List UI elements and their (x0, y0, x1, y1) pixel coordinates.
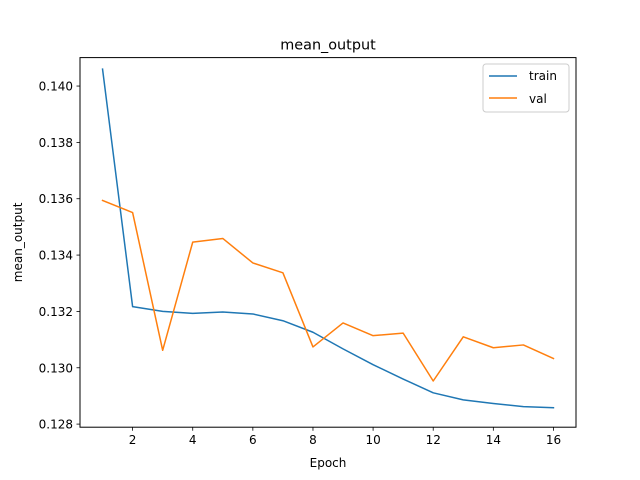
x-axis-label: Epoch (310, 456, 347, 470)
y-tick-label: 0.136 (39, 192, 73, 206)
legend-label-train: train (529, 69, 557, 83)
plot-frame (79, 57, 577, 428)
y-axis-label: mean_output (11, 202, 25, 282)
series-line-train (101, 68, 555, 409)
x-tick-label: 2 (129, 433, 137, 447)
legend-label-val: val (529, 92, 547, 106)
x-tick-label: 12 (426, 433, 441, 447)
legend: train val (482, 63, 570, 113)
x-tick-label: 10 (365, 433, 380, 447)
y-axis-ticks: 0.128 0.130 0.132 0.134 0.136 0.138 0.140 (39, 80, 80, 432)
series-line-val (101, 199, 555, 382)
x-tick-label: 8 (309, 433, 317, 447)
y-tick-label: 0.134 (39, 249, 73, 263)
x-tick-label: 4 (189, 433, 197, 447)
y-tick-label: 0.128 (39, 418, 73, 432)
y-tick-label: 0.138 (39, 136, 73, 150)
x-tick-label: 16 (546, 433, 561, 447)
y-tick-label: 0.132 (39, 305, 73, 319)
y-tick-label: 0.130 (39, 361, 73, 375)
series-lines (101, 68, 555, 409)
x-axis-ticks: 2 4 6 8 10 12 14 16 (129, 427, 561, 447)
x-tick-label: 14 (486, 433, 501, 447)
y-tick-label: 0.140 (39, 80, 73, 94)
x-tick-label: 6 (249, 433, 257, 447)
chart-title: mean_output (280, 38, 376, 54)
